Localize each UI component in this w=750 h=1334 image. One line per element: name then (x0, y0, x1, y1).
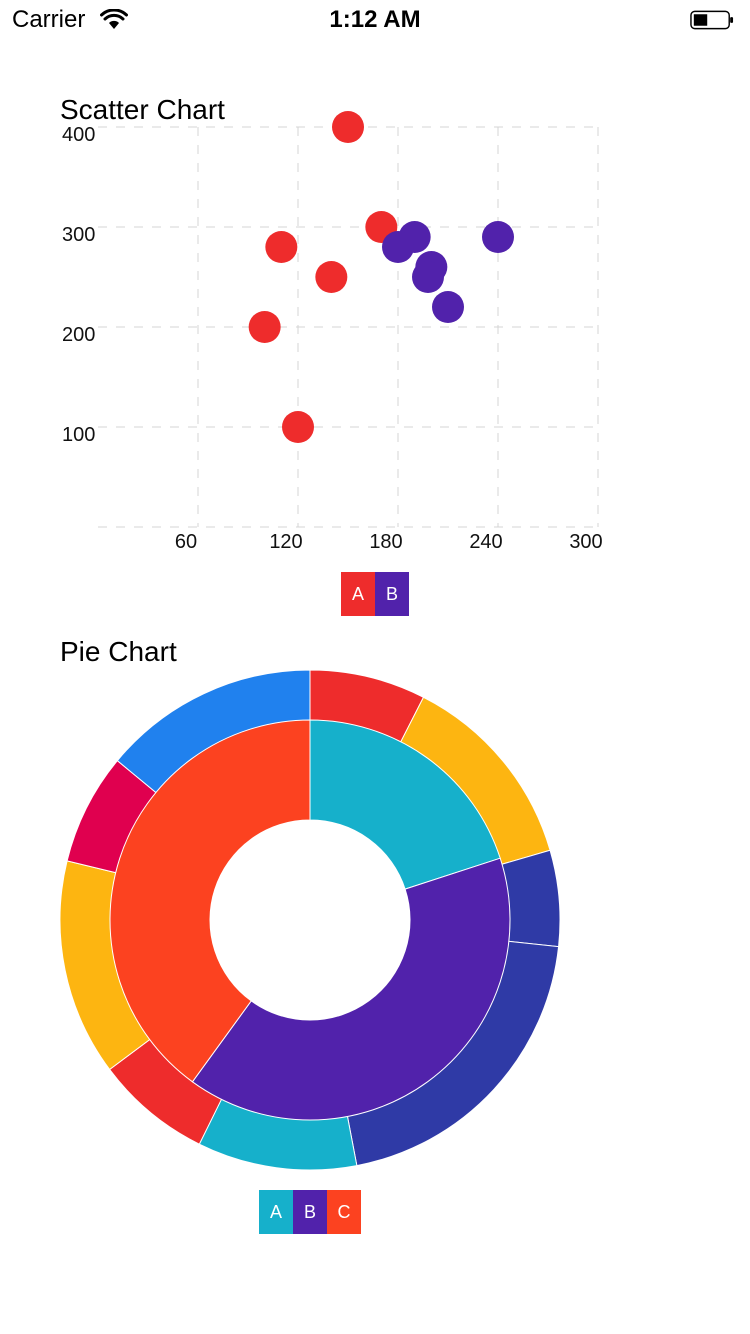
status-bar: Carrier 1:12 AM (0, 0, 750, 40)
scatter-x-tick-label: 60 (175, 531, 197, 553)
scatter-chart-title: Scatter Chart (60, 94, 225, 125)
pie-legend-item-b[interactable]: B (293, 1190, 327, 1234)
scatter-chart: 100 200 300 400 60 120 180 240 300 (62, 111, 603, 553)
pie-inner-slice (191, 857, 511, 1121)
scatter-point-b (412, 261, 444, 293)
pie-legend: A B C (259, 1190, 361, 1234)
scatter-y-tick-label: 200 (62, 324, 95, 346)
scatter-point-b (382, 231, 414, 263)
scatter-x-tick-label: 240 (469, 531, 502, 553)
battery-icon (690, 10, 734, 30)
scatter-point-b (432, 291, 464, 323)
pie-inner-slice (309, 719, 501, 890)
wifi-icon (100, 9, 128, 29)
scatter-point-a (248, 311, 281, 343)
scatter-point-a (332, 111, 364, 143)
scatter-y-tick-label: 300 (62, 224, 95, 246)
scatter-x-tick-label: 120 (269, 531, 302, 553)
scatter-legend: A B (341, 572, 409, 616)
scatter-point-a (265, 231, 298, 263)
pie-legend-item-c[interactable]: C (327, 1190, 361, 1234)
scatter-legend-item-b[interactable]: B (375, 572, 409, 616)
scatter-point-b (482, 221, 514, 253)
pie-chart (59, 669, 561, 1171)
scatter-legend-item-a[interactable]: A (341, 572, 375, 616)
scatter-x-tick-label: 180 (369, 531, 402, 553)
carrier-label: Carrier (12, 6, 86, 33)
scatter-point-a (282, 411, 314, 443)
pie-inner-slice (109, 719, 311, 1083)
pie-chart-title: Pie Chart (60, 636, 177, 667)
scatter-y-tick-label: 100 (62, 424, 95, 446)
scatter-x-tick-label: 300 (569, 531, 602, 553)
scatter-point-a (315, 261, 348, 293)
pie-legend-item-a[interactable]: A (259, 1190, 293, 1234)
clock-time: 1:12 AM (329, 6, 421, 33)
scatter-y-tick-label: 400 (62, 124, 95, 146)
